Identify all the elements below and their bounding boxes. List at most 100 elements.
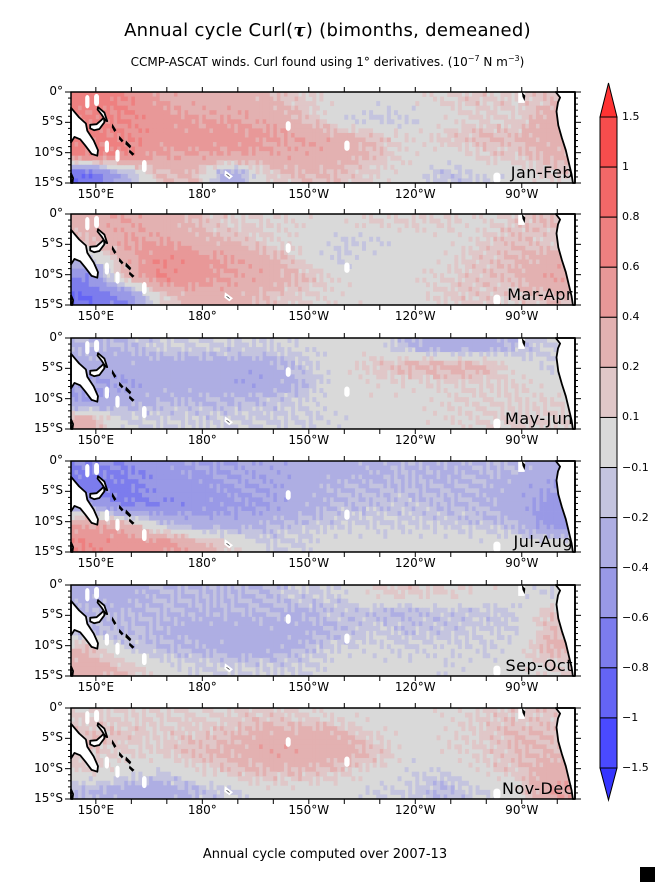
heat-cell: [383, 164, 388, 170]
heat-cell: [241, 300, 246, 306]
heat-cell: [557, 295, 562, 301]
heat-cell: [337, 160, 342, 166]
heat-cell: [429, 342, 434, 348]
heat-cell: [337, 254, 342, 260]
heat-cell: [546, 142, 551, 147]
heat-cell: [191, 374, 196, 380]
heat-cell: [276, 254, 281, 260]
heat-cell: [528, 338, 533, 343]
heat-cell: [266, 146, 271, 152]
heat-cell: [269, 273, 274, 279]
heat-cell: [539, 169, 544, 175]
heat-cell: [351, 123, 356, 129]
heat-cell: [195, 214, 200, 219]
heat-cell: [173, 105, 178, 111]
heat-cell: [85, 300, 90, 306]
heat-cell: [464, 151, 469, 157]
heat-cell: [230, 300, 235, 306]
heat-cell: [177, 92, 182, 97]
heat-cell: [539, 155, 544, 161]
heat-cell: [252, 273, 256, 279]
heat-cell: [528, 232, 533, 238]
heat-cell: [202, 151, 207, 157]
heat-cell: [479, 245, 484, 251]
heat-cell: [312, 123, 317, 129]
heat-cell: [429, 132, 434, 138]
heat-cell: [543, 132, 548, 138]
heat-cell: [99, 128, 104, 134]
heat-cell: [280, 360, 285, 366]
heat-cell: [269, 342, 274, 348]
heat-cell: [170, 245, 175, 251]
heat-cell: [553, 218, 558, 224]
heat-cell: [521, 347, 526, 353]
heat-cell: [227, 374, 232, 380]
heat-cell: [78, 146, 83, 152]
heat-cell: [74, 347, 79, 353]
heat-cell: [120, 365, 125, 371]
heat-cell: [479, 123, 484, 129]
heat-cell: [113, 142, 118, 147]
heat-cell: [117, 268, 122, 274]
heat-cell: [379, 356, 384, 362]
heat-cell: [535, 164, 540, 170]
heat-cell: [457, 295, 462, 301]
heat-cell: [131, 374, 136, 380]
heat-cell: [220, 110, 225, 116]
heat-cell: [244, 291, 249, 297]
heat-cell: [191, 146, 196, 152]
heat-cell: [141, 132, 146, 138]
heat-cell: [489, 128, 494, 134]
heat-cell: [230, 241, 235, 247]
heat-cell: [92, 169, 97, 175]
heat-cell: [518, 155, 523, 161]
heat-cell: [475, 264, 480, 269]
heat-cell: [269, 360, 274, 366]
heat-cell: [507, 119, 512, 125]
heat-cell: [195, 264, 200, 269]
heat-cell: [234, 110, 239, 116]
heat-cell: [557, 173, 562, 179]
heat-cell: [252, 105, 256, 111]
heat-cell: [152, 92, 157, 97]
heat-cell: [230, 369, 235, 375]
heat-cell: [443, 101, 448, 107]
heat-cell: [252, 291, 256, 297]
heat-cell: [127, 155, 132, 161]
heat-cell: [241, 369, 246, 375]
heat-cell: [323, 123, 327, 129]
heat-cell: [301, 178, 306, 184]
heat-cell: [230, 101, 235, 107]
heat-cell: [397, 342, 402, 348]
heat-cell: [195, 151, 200, 157]
heat-cell: [557, 142, 562, 147]
heat-cell: [514, 250, 519, 256]
heat-cell: [333, 173, 338, 179]
heat-cell: [191, 241, 196, 247]
heat-cell: [237, 291, 242, 297]
heat-cell: [269, 369, 274, 375]
heat-cell: [74, 342, 79, 348]
heat-cell: [99, 142, 104, 147]
heat-cell: [159, 137, 164, 143]
heat-cell: [181, 214, 185, 219]
heat-cell: [351, 132, 356, 138]
heat-cell: [212, 164, 217, 170]
heat-cell: [191, 277, 196, 283]
heat-cell: [323, 160, 327, 166]
heat-cell: [134, 268, 139, 274]
heat-cell: [117, 236, 122, 242]
heat-cell: [244, 105, 249, 111]
heat-cell: [262, 365, 267, 371]
heat-cell: [120, 241, 125, 247]
heat-cell: [518, 232, 523, 238]
heat-cell: [475, 110, 480, 116]
heat-cell: [149, 374, 154, 380]
heat-cell: [181, 264, 185, 269]
heat-cell: [138, 245, 143, 251]
heat-cell: [326, 128, 331, 134]
heat-cell: [216, 92, 221, 97]
heat-cell: [202, 347, 207, 353]
heat-cell: [323, 282, 327, 288]
heat-cell: [532, 300, 537, 306]
